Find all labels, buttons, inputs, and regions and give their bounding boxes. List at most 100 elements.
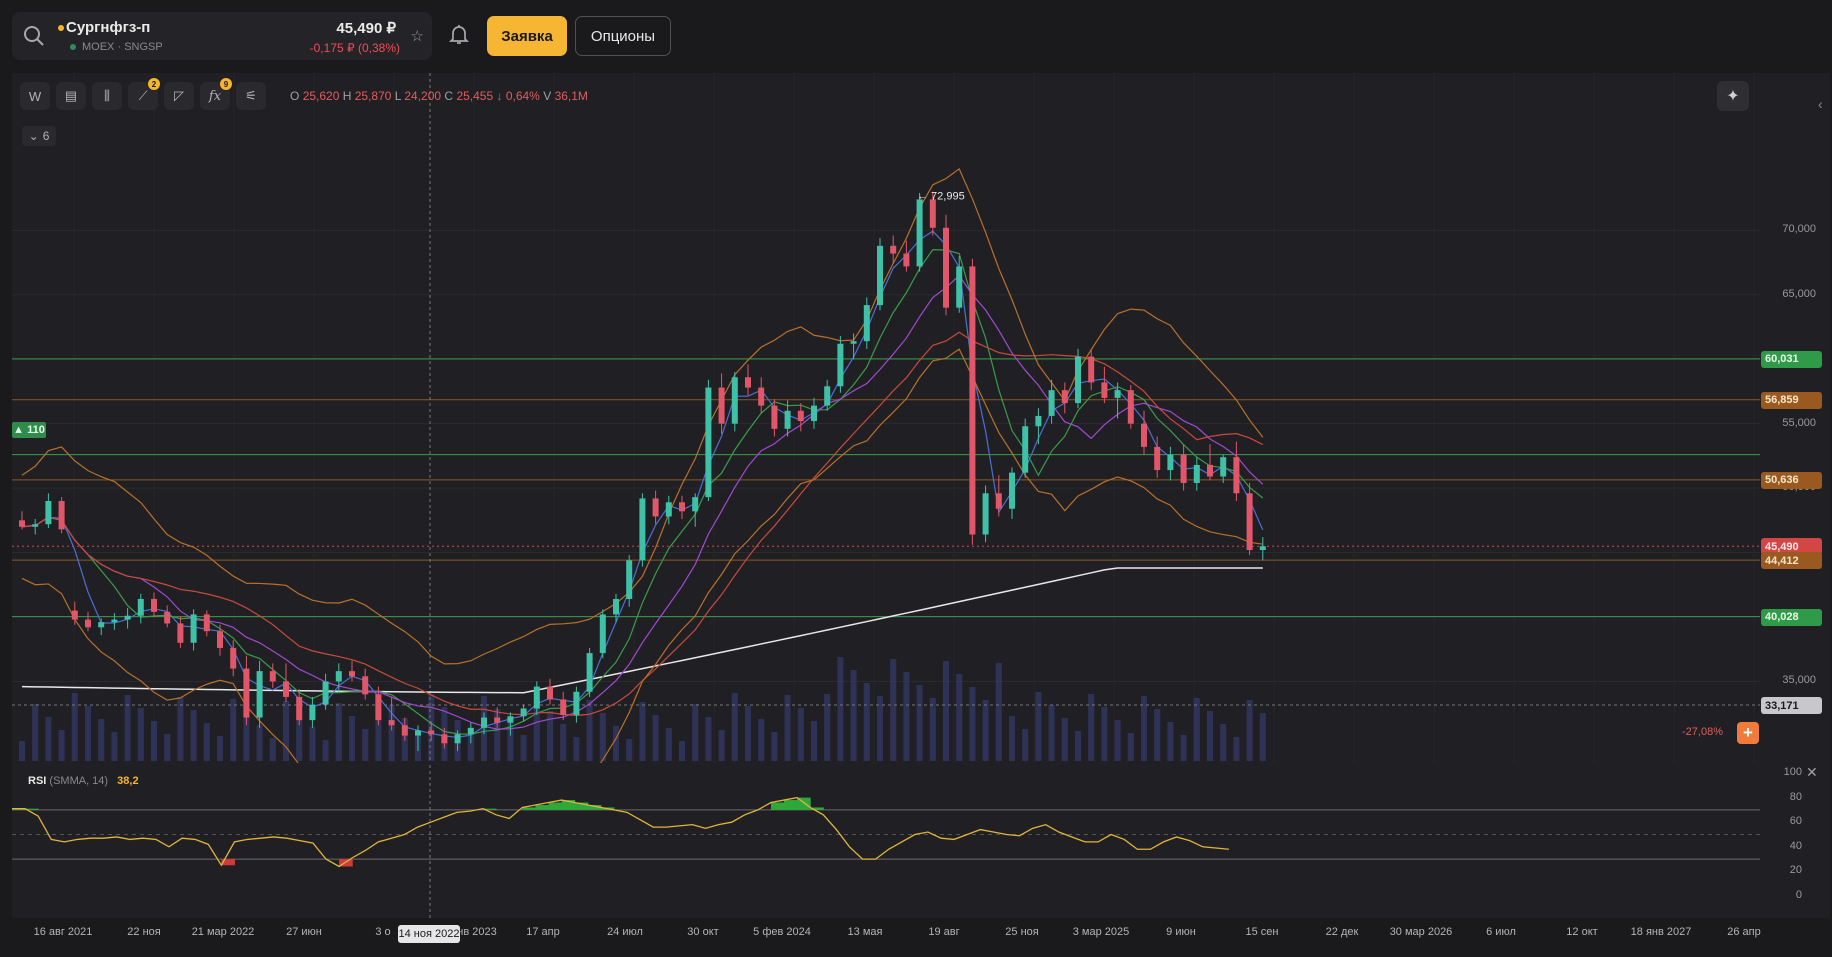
volume-bar [217,736,223,761]
candle-body [1114,390,1121,398]
close-icon[interactable]: ✕ [1806,764,1818,780]
candle-body [415,730,421,736]
price-axis: 70,00065,00060,00055,00050,00035,00060,0… [1760,73,1832,763]
time-axis-label: 30 мар 2026 [1389,926,1453,938]
candle-body [32,524,39,527]
chevron-left-icon[interactable]: ‹ [1818,96,1823,112]
volume-bar [85,706,91,761]
volume-bar [1022,729,1029,761]
ticker-name: Сургнфгз-п [66,19,151,36]
rsi-overbought-fill [522,807,536,810]
volume-bar [467,733,474,761]
order-button[interactable]: Заявка [487,16,567,56]
volume-bar [969,687,976,761]
candle-body [652,498,659,517]
volume-bar [1075,731,1081,761]
volume-bar [613,726,619,761]
volume-bar [1088,694,1095,761]
volume-bar [1207,711,1213,761]
volume-bar [863,683,870,761]
star-icon[interactable]: ☆ [410,28,424,45]
volume-bar [731,693,738,761]
bollinger-band-line [21,348,1263,763]
indicators-icon[interactable]: fx 9 [200,78,232,110]
price-chart[interactable]: ← 72,995 [12,73,1760,763]
volume-bar [652,715,659,761]
candle-body [692,497,699,512]
volume-bar [1180,735,1187,761]
rsi-axis-label: 60 [1789,815,1802,828]
rsi-overbought-fill [548,802,563,810]
volume-bar [190,710,197,761]
candle-body [256,671,263,718]
candle-body [1233,457,1240,494]
volume-bar [177,697,184,761]
candle-body [45,501,52,525]
volume-bar [1154,709,1161,761]
candle-body [349,671,355,677]
volume-bar [679,741,685,761]
time-axis-label: 26 апр [1727,926,1761,938]
volume-bar [771,732,778,761]
volume-bar [1114,720,1121,761]
time-axis-label: нв 2023 [457,926,497,938]
drawing-tool-icon[interactable]: ⟋ 2 [128,78,160,110]
rsi-chart[interactable] [12,765,1760,918]
price-axis-label: 70,000 [1782,223,1816,236]
volume-bar [929,698,936,761]
time-axis-label: 22 ноя [127,926,161,938]
rsi-overbought-fill [784,800,798,810]
search-icon[interactable] [22,24,46,48]
volume-bar [784,695,791,761]
volume-bar [890,659,897,761]
options-button[interactable]: Опционы [575,16,671,56]
volume-bar [943,661,949,761]
candle-body [890,245,897,254]
volume-bar [573,737,580,761]
volume-bar [98,719,105,761]
rsi-overbought-fill [483,808,497,810]
candle-body [811,405,817,422]
candle-type-icon[interactable]: ⫼ [92,82,122,110]
volume-bar [1127,733,1134,761]
candle-body [401,725,408,736]
ticker-card[interactable]: Сургнфгз-п MOEX · SNGSP 45,490 ₽ -0,175 … [12,12,432,60]
candle-body [1022,426,1029,473]
trend-line-icon[interactable]: ◸ [164,82,194,110]
candle-body [797,410,804,422]
volume-bar [283,701,289,761]
candle-body [1167,454,1174,471]
candle-body [137,598,144,616]
sliders-icon[interactable]: ⚟ [236,82,266,110]
volume-bar [824,694,831,761]
volume-bar [111,732,118,761]
candle-body [375,694,382,721]
candle-body [850,341,857,344]
indicators-collapse[interactable]: ⌄ 6 [22,126,56,146]
volume-bar [164,734,171,761]
sparkle-icon[interactable]: ✦ [1717,81,1749,111]
percent-label: -27,08% [1682,726,1723,738]
volume-tag: ▲ 110 [12,422,46,438]
candle-body [283,681,289,697]
bell-icon[interactable] [447,22,471,46]
candle-body [1180,454,1187,483]
volume-bar [1167,722,1174,761]
volume-bar [494,709,501,761]
exchange-dot [70,44,76,50]
candle-body [335,671,342,682]
chart-toolbar: W ▤ ⫼ ⟋ 2 ◸ fx 9 ⚟ [20,78,266,110]
moving-average-line [21,230,1264,738]
add-alert-button[interactable]: + [1737,722,1759,744]
rsi-oversold-fill [221,859,235,866]
chart-settings-icon[interactable]: ▤ [56,82,86,110]
candle-body [203,614,210,632]
volume-bar [705,717,712,761]
interval-button[interactable]: W [20,82,50,110]
time-axis-label: 3 мар 2025 [1072,926,1130,938]
candle-body [718,387,725,424]
moving-average-line [21,274,1264,730]
time-axis-label: 16 авг 2021 [33,926,93,938]
candle-body [428,730,435,735]
time-axis-label: 17 апр [526,926,560,938]
